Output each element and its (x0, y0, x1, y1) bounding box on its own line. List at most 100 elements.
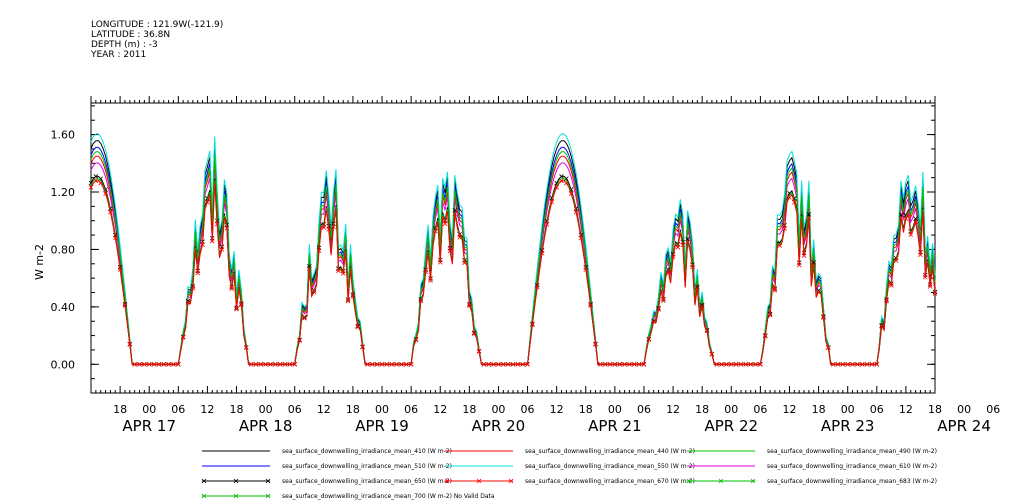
series-marker-670 (389, 362, 395, 367)
series-marker-670 (864, 362, 870, 367)
series-marker-650 (806, 212, 812, 217)
series-marker-670 (311, 289, 317, 295)
series-marker-670 (821, 315, 826, 320)
series-marker-670 (918, 252, 923, 258)
series-marker-670 (728, 362, 734, 367)
series-marker-670 (656, 307, 661, 312)
x-date-label: APR 18 (239, 417, 293, 435)
series-marker-670 (845, 362, 850, 367)
series-marker-670 (714, 362, 720, 367)
series-marker-670 (738, 362, 744, 367)
series-marker-670 (874, 362, 880, 367)
legend-marker (476, 478, 482, 484)
x-tick-label: 00 (608, 403, 622, 416)
series-marker-670 (559, 178, 564, 184)
legend-entry-label: sea_surface_downwelling_irradiance_mean_… (282, 478, 452, 485)
series-marker-670 (869, 362, 875, 367)
series-marker-670 (355, 324, 361, 330)
longitude-label: LONGITUDE : 121.9W(-121.9) (91, 20, 224, 30)
series-marker-670 (835, 362, 841, 367)
series-marker-670 (884, 298, 889, 304)
series-marker-670 (408, 362, 414, 367)
series-marker-670 (214, 221, 220, 227)
series-marker-670 (331, 224, 336, 230)
y-tick-label: 1.60 (51, 129, 76, 142)
x-tick-label: 06 (637, 403, 651, 416)
series-marker-670 (234, 306, 239, 312)
series-line-510 (90, 146, 936, 365)
series-marker-670 (239, 302, 244, 308)
legend-marker (444, 478, 450, 484)
x-tick-label: 12 (550, 403, 564, 416)
series-marker-670 (457, 235, 462, 240)
series-marker-670 (122, 303, 128, 308)
series-marker-670 (685, 239, 690, 245)
x-tick-label: 06 (404, 403, 418, 416)
series-marker-670 (117, 267, 123, 272)
series-marker-670 (787, 195, 792, 200)
x-tick-label: 12 (317, 403, 331, 416)
series-marker-670 (826, 345, 831, 351)
series-marker-670 (166, 362, 171, 367)
series-marker-650 (816, 288, 821, 293)
series-marker-670 (306, 266, 312, 271)
series-marker-670 (229, 286, 234, 292)
legend-entry-label: sea_surface_downwelling_irradiance_mean_… (525, 478, 695, 485)
legend-marker (750, 478, 756, 484)
legend-entry-label: sea_surface_downwelling_irradiance_mean_… (282, 448, 452, 455)
series-marker-670 (161, 362, 167, 367)
series-marker-670 (486, 362, 492, 367)
series-marker-670 (767, 312, 773, 318)
series-marker-670 (520, 362, 525, 367)
series-marker-670 (156, 362, 162, 367)
series-marker-670 (185, 300, 191, 305)
series-marker-670 (321, 225, 327, 230)
series-marker-670 (690, 264, 695, 270)
series-marker-670 (627, 362, 632, 367)
series-marker-670 (859, 362, 865, 367)
series-marker-670 (404, 362, 409, 367)
legend-marker (686, 478, 692, 484)
series-marker-670 (501, 362, 506, 367)
x-tick-label: 06 (870, 403, 884, 416)
series-marker-670 (675, 244, 681, 250)
series-line-410 (90, 140, 936, 365)
series-marker-670 (782, 226, 787, 231)
series-marker-670 (564, 180, 569, 186)
series-marker-670 (879, 323, 884, 329)
series-marker-670 (811, 262, 817, 268)
x-tick-label: 18 (695, 403, 709, 416)
series-marker-670 (704, 328, 710, 334)
y-axis-label: W m-2 (33, 244, 46, 280)
x-tick-label: 18 (346, 403, 360, 416)
y-tick-label: 1.20 (51, 186, 76, 199)
legend-marker (508, 478, 514, 484)
series-marker-670 (583, 267, 589, 272)
legend-marker (201, 493, 207, 499)
series-marker-670 (277, 362, 283, 367)
series-marker-670 (534, 284, 540, 290)
series-marker-670 (515, 362, 521, 367)
series-marker-670 (137, 362, 142, 367)
x-date-label: APR 24 (937, 417, 991, 435)
series-marker-670 (554, 185, 559, 190)
x-tick-label: 06 (753, 403, 767, 416)
series-marker-670 (399, 362, 404, 367)
legend-marker (265, 493, 271, 499)
series-marker-670 (180, 335, 186, 340)
x-date-label: APR 19 (355, 417, 409, 435)
series-marker-670 (578, 235, 584, 241)
x-tick-label: 00 (724, 403, 738, 416)
series-marker-670 (573, 210, 579, 215)
x-tick-label: 00 (491, 403, 505, 416)
x-tick-label: 06 (171, 403, 185, 416)
legend-entry-label: sea_surface_downwelling_irradiance_mean_… (767, 448, 937, 455)
x-tick-label: 00 (142, 403, 156, 416)
series-marker-670 (549, 199, 555, 205)
series-marker-670 (442, 221, 448, 227)
series-marker-670 (889, 283, 894, 288)
series-marker-670 (326, 227, 331, 232)
series-marker-670 (462, 260, 467, 266)
series-marker-650 (699, 302, 705, 308)
